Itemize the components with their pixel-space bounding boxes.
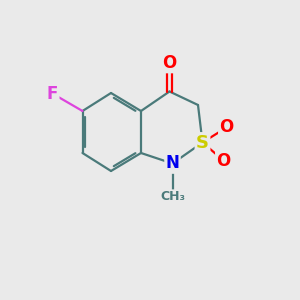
Text: CH₃: CH₃ <box>160 190 185 203</box>
Text: S: S <box>196 134 209 152</box>
Text: N: N <box>166 154 179 172</box>
Text: O: O <box>219 118 234 136</box>
Text: O: O <box>216 152 231 169</box>
Text: F: F <box>47 85 58 103</box>
Text: O: O <box>162 54 177 72</box>
